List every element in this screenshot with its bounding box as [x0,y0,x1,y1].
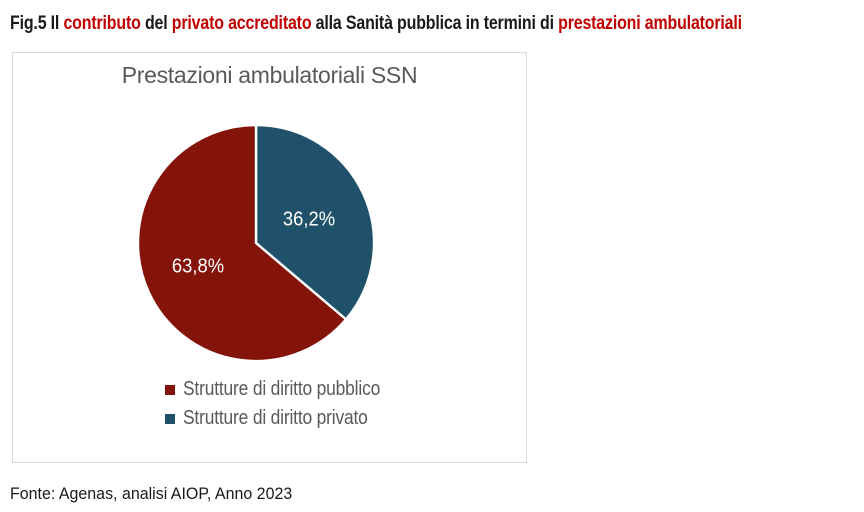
legend-label: Strutture di diritto pubblico [183,378,381,400]
caption-highlight: privato accreditato [171,13,312,34]
pie-slice [136,123,348,363]
chart-panel: Prestazioni ambulatoriali SSN 63,8% 36,2… [12,52,527,463]
source-note: Fonte: Agenas, analisi AIOP, Anno 2023 [10,484,293,503]
caption-highlight: contributo [63,13,141,34]
legend-item: Strutture di diritto privato [165,404,410,433]
legend-label: Strutture di diritto privato [183,407,368,429]
caption-text: Fig.5 Il [10,13,64,34]
caption-highlight: prestazioni ambulatoriali [558,13,742,34]
legend: Strutture di diritto pubblico Strutture … [165,375,410,433]
legend-swatch-pubblico [165,384,175,395]
caption-text: alla Sanità pubblica in termini di [311,13,559,34]
pie-label-pubblico: 63,8% [171,255,225,278]
legend-swatch-privato [165,413,175,424]
chart-title: Prestazioni ambulatoriali SSN [121,62,418,88]
pie-label-privato: 36,2% [282,208,336,231]
figure-caption: Fig.5 Il contributo del privato accredit… [10,13,742,35]
caption-text: del [140,13,172,34]
legend-item: Strutture di diritto pubblico [165,375,410,404]
pie-slice [254,123,376,321]
pie-chart [136,123,376,363]
